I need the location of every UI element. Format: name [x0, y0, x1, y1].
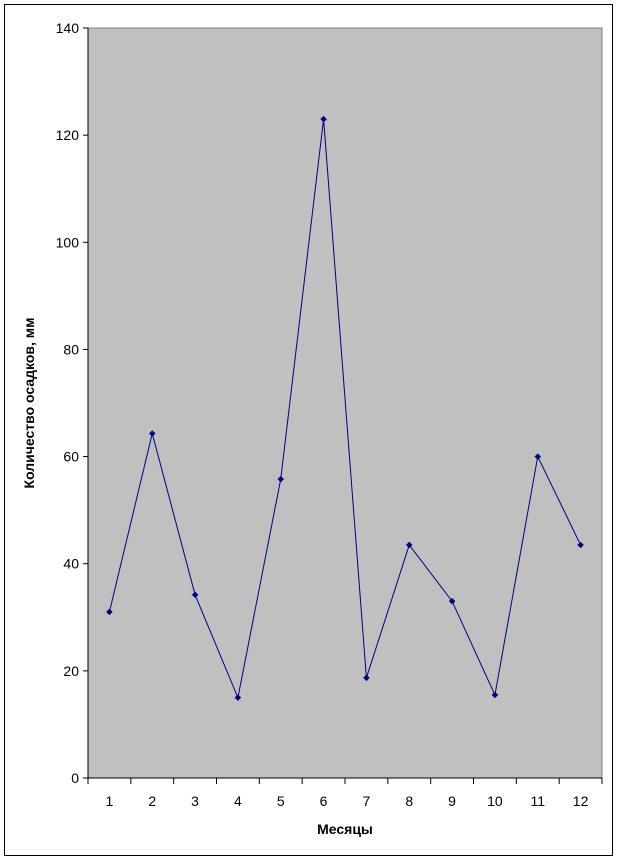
y-tick-label: 20 — [63, 663, 79, 679]
y-tick-label: 140 — [56, 20, 80, 36]
series-group — [106, 115, 584, 701]
data-point — [448, 597, 456, 605]
y-tick-label: 60 — [63, 449, 79, 465]
data-point — [234, 694, 242, 701]
x-tick-label: 12 — [573, 793, 589, 809]
series-line — [108, 119, 582, 700]
x-tick-label: 11 — [530, 793, 545, 809]
x-tick-label: 4 — [234, 793, 242, 809]
data-point — [191, 591, 199, 599]
y-tick-label: 40 — [63, 556, 79, 572]
data-point — [577, 541, 584, 549]
y-axis: 0 20 40 60 80 100 120 140 — [56, 20, 89, 786]
y-tick-label: 100 — [56, 234, 80, 250]
data-point — [534, 453, 542, 460]
x-tick-label: 5 — [277, 793, 285, 809]
data-point — [106, 608, 113, 616]
x-tick-label: 6 — [320, 793, 328, 809]
data-point — [491, 691, 499, 699]
y-tick-label: 0 — [71, 770, 79, 786]
y-tick-label: 80 — [63, 341, 79, 357]
x-tick-label: 3 — [191, 793, 199, 809]
x-tick-label: 2 — [148, 793, 156, 809]
x-tick-label: 9 — [448, 793, 456, 809]
data-point — [320, 115, 327, 123]
data-point — [148, 430, 156, 437]
y-axis-title: Количество осадков, мм — [21, 318, 37, 489]
data-point — [405, 541, 413, 549]
x-tick-label: 7 — [363, 793, 371, 809]
y-tick-label: 120 — [56, 127, 80, 143]
data-point — [277, 475, 285, 483]
x-axis-title: Месяцы — [317, 821, 373, 837]
x-axis: 1 2 3 4 5 6 7 8 9 10 11 12 — [87, 777, 603, 809]
data-point — [363, 674, 370, 682]
x-tick-label: 1 — [106, 793, 114, 809]
x-tick-label: 10 — [487, 793, 503, 809]
x-tick-label: 8 — [405, 793, 413, 809]
